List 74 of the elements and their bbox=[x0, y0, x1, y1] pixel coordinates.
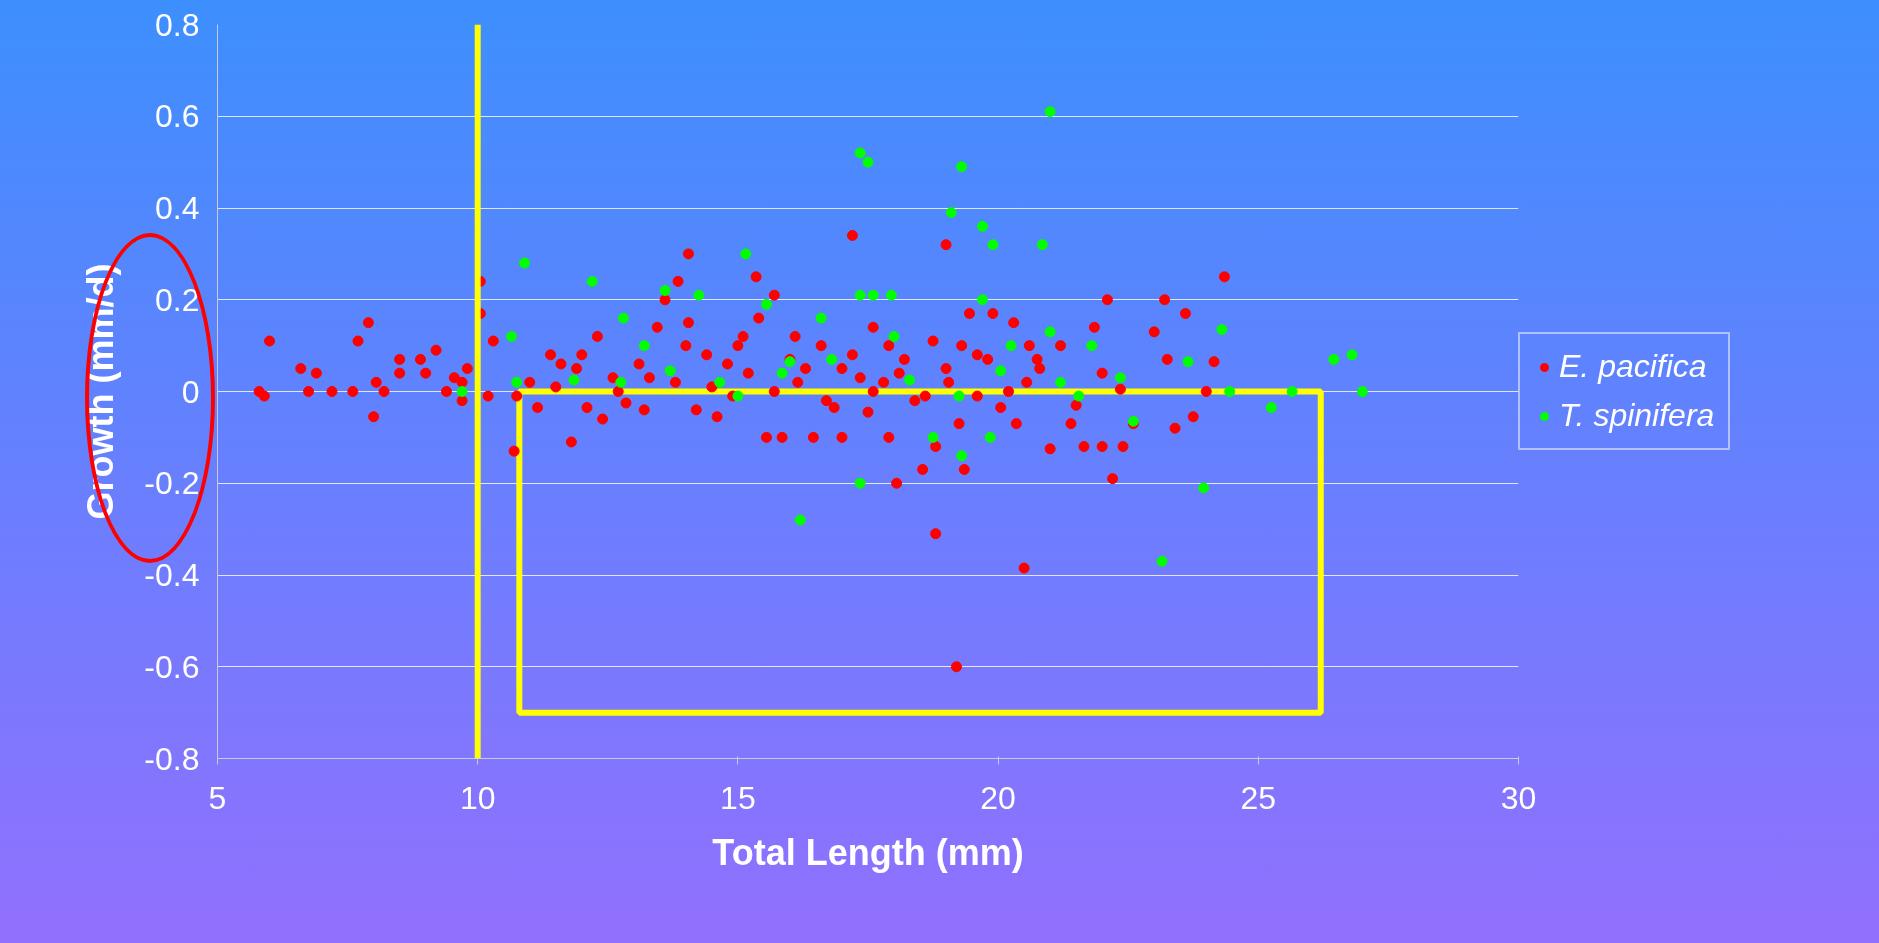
point bbox=[1156, 555, 1168, 567]
point bbox=[1073, 390, 1085, 402]
point bbox=[987, 239, 999, 251]
point bbox=[664, 365, 676, 377]
point bbox=[1198, 482, 1210, 494]
point bbox=[1265, 402, 1277, 414]
point bbox=[1346, 349, 1358, 361]
point bbox=[568, 374, 580, 386]
point bbox=[776, 367, 788, 379]
y-tick-label: -0.6 bbox=[144, 648, 200, 685]
point bbox=[1216, 324, 1228, 336]
point bbox=[1044, 326, 1056, 338]
point bbox=[953, 390, 965, 402]
point bbox=[976, 294, 988, 306]
point bbox=[854, 477, 866, 489]
y-tick-label: 0.4 bbox=[155, 190, 200, 226]
point bbox=[732, 390, 744, 402]
point bbox=[794, 514, 806, 526]
y-tick-label: 0.8 bbox=[155, 6, 200, 43]
point bbox=[714, 376, 726, 388]
point bbox=[976, 220, 988, 232]
point bbox=[617, 312, 629, 324]
point bbox=[1182, 356, 1194, 368]
point bbox=[956, 161, 968, 173]
point bbox=[854, 289, 866, 301]
y-tick-label: -0.2 bbox=[144, 465, 200, 502]
point bbox=[638, 340, 650, 352]
point bbox=[1086, 340, 1098, 352]
x-axis-title: Total Length (mm) bbox=[712, 831, 1024, 873]
y-tick-label: 0 bbox=[181, 373, 200, 410]
point bbox=[927, 431, 939, 443]
y-tick-label: 0.2 bbox=[155, 281, 200, 318]
y-tick-label: -0.8 bbox=[144, 740, 200, 777]
point bbox=[945, 207, 957, 219]
x-tick-label: 25 bbox=[1240, 779, 1277, 816]
legend-label: E. pacifica bbox=[1559, 348, 1707, 385]
y-tick-label: 0.6 bbox=[155, 98, 200, 135]
point bbox=[1036, 239, 1048, 251]
point bbox=[615, 376, 627, 388]
point bbox=[904, 374, 916, 386]
point bbox=[1224, 386, 1236, 397]
point bbox=[693, 289, 705, 301]
point bbox=[1044, 106, 1056, 118]
point bbox=[826, 353, 838, 365]
point bbox=[888, 330, 900, 342]
x-tick-label: 30 bbox=[1500, 779, 1537, 816]
point bbox=[761, 298, 773, 310]
point bbox=[984, 431, 996, 443]
point bbox=[885, 289, 897, 301]
x-tick-label: 5 bbox=[208, 779, 227, 816]
point bbox=[995, 365, 1007, 377]
legend-label: T. spinifera bbox=[1559, 397, 1715, 434]
point bbox=[862, 156, 874, 168]
point bbox=[456, 386, 468, 397]
point bbox=[1005, 340, 1017, 352]
point bbox=[1356, 386, 1368, 397]
point bbox=[867, 289, 879, 301]
point bbox=[815, 312, 827, 324]
point bbox=[1055, 376, 1067, 388]
point bbox=[519, 257, 531, 269]
point bbox=[659, 285, 671, 297]
point bbox=[956, 450, 968, 462]
point bbox=[1286, 386, 1298, 397]
point bbox=[506, 330, 518, 342]
point bbox=[1328, 353, 1340, 365]
point bbox=[1114, 372, 1126, 384]
point bbox=[740, 248, 752, 260]
point bbox=[854, 147, 866, 159]
x-tick-label: 15 bbox=[720, 779, 756, 816]
x-tick-label: 10 bbox=[459, 779, 496, 816]
point bbox=[511, 376, 523, 388]
x-tick-label: 20 bbox=[980, 779, 1016, 816]
y-tick-label: -0.4 bbox=[144, 557, 200, 593]
point bbox=[586, 275, 598, 287]
